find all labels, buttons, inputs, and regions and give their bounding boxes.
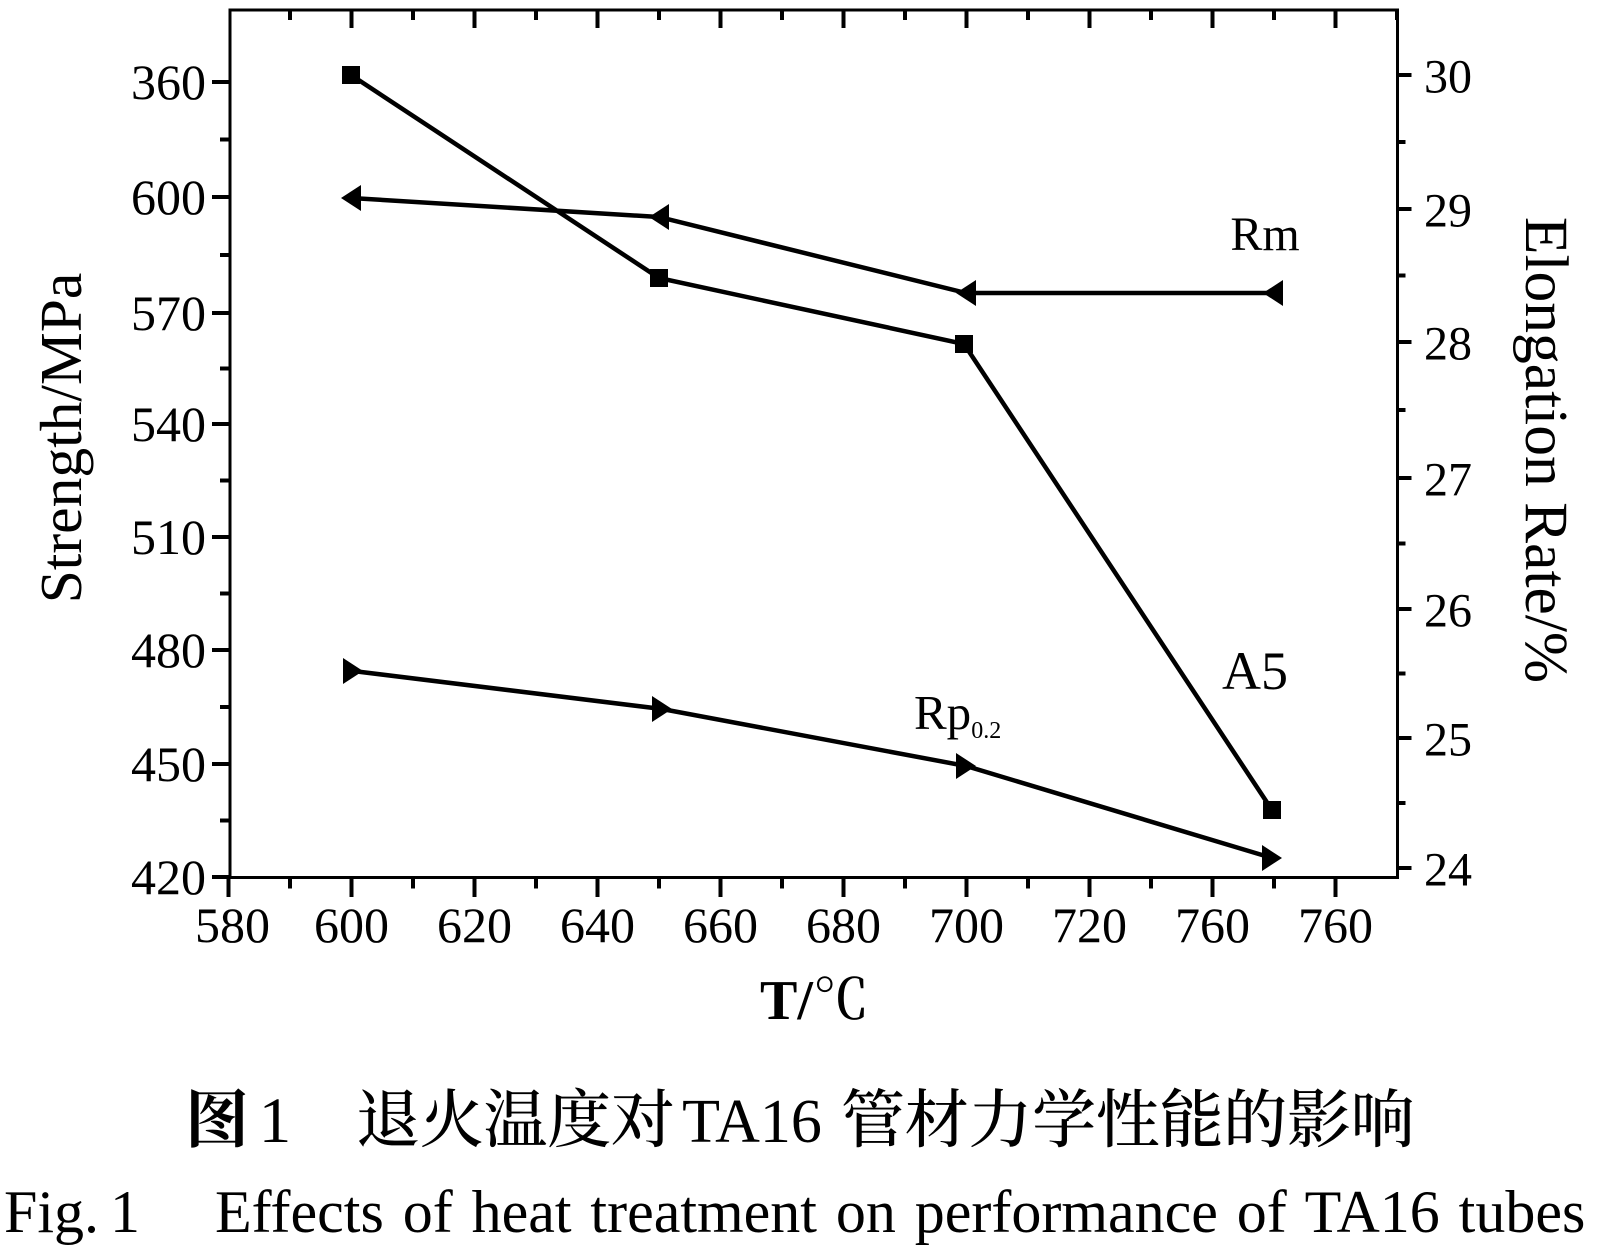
svg-text:TA16: TA16 bbox=[682, 1088, 822, 1156]
svg-text:600: 600 bbox=[131, 169, 206, 225]
svg-text:Rp0.2: Rp0.2 bbox=[914, 685, 1001, 744]
svg-text:720: 720 bbox=[1052, 897, 1127, 953]
svg-text:700: 700 bbox=[929, 897, 1004, 953]
svg-text:27: 27 bbox=[1424, 454, 1472, 507]
svg-text:450: 450 bbox=[131, 736, 206, 792]
svg-text:24: 24 bbox=[1424, 844, 1472, 897]
svg-text:Strength/MPa: Strength/MPa bbox=[28, 273, 94, 604]
svg-text:620: 620 bbox=[437, 897, 512, 953]
svg-text:Fig.: Fig. bbox=[4, 1179, 99, 1245]
svg-text:760: 760 bbox=[1298, 897, 1373, 953]
svg-text:420: 420 bbox=[131, 849, 206, 905]
svg-text:680: 680 bbox=[806, 897, 881, 953]
svg-text:540: 540 bbox=[131, 396, 206, 452]
svg-text:28: 28 bbox=[1424, 318, 1472, 371]
svg-text:Effects of heat treatment on p: Effects of heat treatment on performance… bbox=[215, 1179, 1585, 1245]
svg-text:25: 25 bbox=[1424, 714, 1472, 767]
svg-text:510: 510 bbox=[131, 509, 206, 565]
svg-text:A5: A5 bbox=[1222, 641, 1288, 701]
svg-text:640: 640 bbox=[560, 897, 635, 953]
svg-text:580: 580 bbox=[195, 897, 270, 953]
svg-text:570: 570 bbox=[131, 285, 206, 341]
svg-text:26: 26 bbox=[1424, 585, 1472, 638]
svg-text:600: 600 bbox=[314, 897, 389, 953]
svg-text:T/: T/ bbox=[760, 970, 814, 1032]
svg-text:480: 480 bbox=[131, 622, 206, 678]
svg-text:Elongation Rate/%: Elongation Rate/% bbox=[1512, 217, 1580, 683]
svg-text:360: 360 bbox=[131, 54, 206, 110]
svg-text:660: 660 bbox=[683, 897, 758, 953]
svg-text:1: 1 bbox=[110, 1179, 140, 1245]
svg-text:760: 760 bbox=[1175, 897, 1250, 953]
svg-text:29: 29 bbox=[1424, 185, 1472, 238]
svg-text:1: 1 bbox=[259, 1085, 292, 1157]
svg-text:Rm: Rm bbox=[1230, 208, 1299, 261]
svg-text:30: 30 bbox=[1424, 51, 1472, 104]
